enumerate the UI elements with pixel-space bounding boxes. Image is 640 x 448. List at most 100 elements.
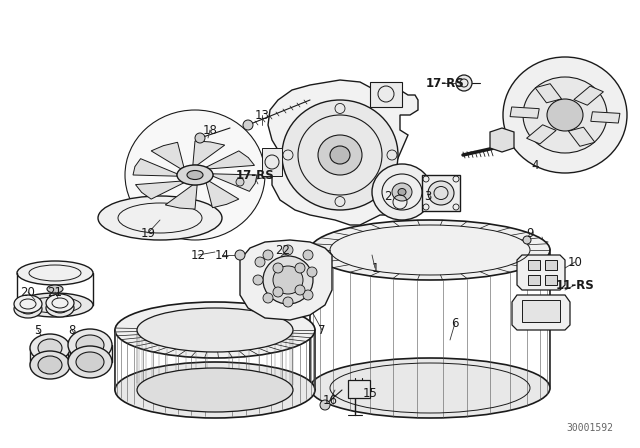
Polygon shape [568,127,595,146]
Circle shape [195,133,205,143]
Ellipse shape [98,196,222,240]
Text: 4: 4 [531,159,539,172]
Circle shape [253,275,263,285]
Polygon shape [213,174,257,191]
Text: 13: 13 [255,108,269,121]
Text: 9: 9 [526,227,534,240]
Polygon shape [510,107,540,118]
Ellipse shape [76,352,104,372]
Text: 7: 7 [318,323,326,336]
Text: 6: 6 [451,316,459,329]
Ellipse shape [115,302,315,358]
Ellipse shape [14,300,42,318]
Text: 21: 21 [47,285,63,298]
Polygon shape [490,128,514,152]
Ellipse shape [38,339,62,357]
Circle shape [523,236,531,244]
Text: 18: 18 [203,124,218,137]
Polygon shape [517,255,565,290]
Polygon shape [240,240,332,320]
Text: 20: 20 [20,285,35,298]
Circle shape [283,245,293,255]
Ellipse shape [46,294,74,312]
Polygon shape [136,181,184,199]
Bar [545,275,557,285]
Ellipse shape [17,261,93,285]
Ellipse shape [273,266,303,294]
Ellipse shape [46,299,74,317]
Bar [545,260,557,270]
Circle shape [263,250,273,260]
Polygon shape [165,185,197,209]
Bar [390,188,410,216]
Text: 2: 2 [384,190,392,202]
Text: 17-RS: 17-RS [426,77,465,90]
Circle shape [295,263,305,273]
Text: 14: 14 [214,249,230,262]
Bar [370,82,402,107]
Polygon shape [268,80,418,225]
Polygon shape [574,86,604,105]
Polygon shape [206,181,239,208]
Ellipse shape [30,334,70,362]
Text: 12: 12 [191,249,205,262]
Bar [528,260,540,270]
Ellipse shape [14,295,42,313]
Text: 19: 19 [141,227,156,240]
Ellipse shape [115,362,315,418]
Text: 11-RS: 11-RS [556,279,595,292]
Polygon shape [133,159,177,176]
Ellipse shape [17,293,93,317]
Polygon shape [527,125,556,144]
Circle shape [307,267,317,277]
Ellipse shape [503,57,627,173]
Polygon shape [151,142,184,169]
Ellipse shape [68,329,112,361]
Circle shape [303,250,313,260]
Bar [522,300,560,322]
Ellipse shape [137,308,293,352]
Ellipse shape [30,351,70,379]
Ellipse shape [547,99,583,131]
Bar [348,380,370,398]
Ellipse shape [38,356,62,374]
Ellipse shape [310,358,550,418]
Circle shape [273,263,283,273]
Circle shape [320,400,330,410]
Polygon shape [591,112,620,123]
Circle shape [236,178,244,186]
Circle shape [263,293,273,303]
Ellipse shape [398,189,406,195]
Text: 8: 8 [68,323,76,336]
Text: 16: 16 [323,393,337,406]
Circle shape [303,290,313,300]
Circle shape [456,75,472,91]
Text: 5: 5 [35,323,42,336]
Ellipse shape [47,285,63,293]
Polygon shape [206,151,255,169]
Ellipse shape [310,220,550,280]
Bar [422,175,460,211]
Text: 30001592: 30001592 [566,423,614,433]
Polygon shape [535,84,561,103]
Ellipse shape [177,165,213,185]
Polygon shape [193,141,225,165]
Ellipse shape [76,335,104,355]
Ellipse shape [523,77,607,153]
Text: 15: 15 [363,387,378,400]
Text: 22: 22 [275,244,291,257]
Ellipse shape [137,368,293,412]
Ellipse shape [263,256,313,304]
Ellipse shape [428,181,454,205]
Circle shape [273,287,283,297]
Circle shape [281,254,289,262]
Ellipse shape [187,171,203,180]
Polygon shape [512,295,570,330]
Ellipse shape [392,183,412,201]
Circle shape [255,257,265,267]
Ellipse shape [125,110,265,240]
Circle shape [243,120,253,130]
Ellipse shape [372,164,432,220]
Circle shape [283,297,293,307]
Ellipse shape [68,346,112,378]
